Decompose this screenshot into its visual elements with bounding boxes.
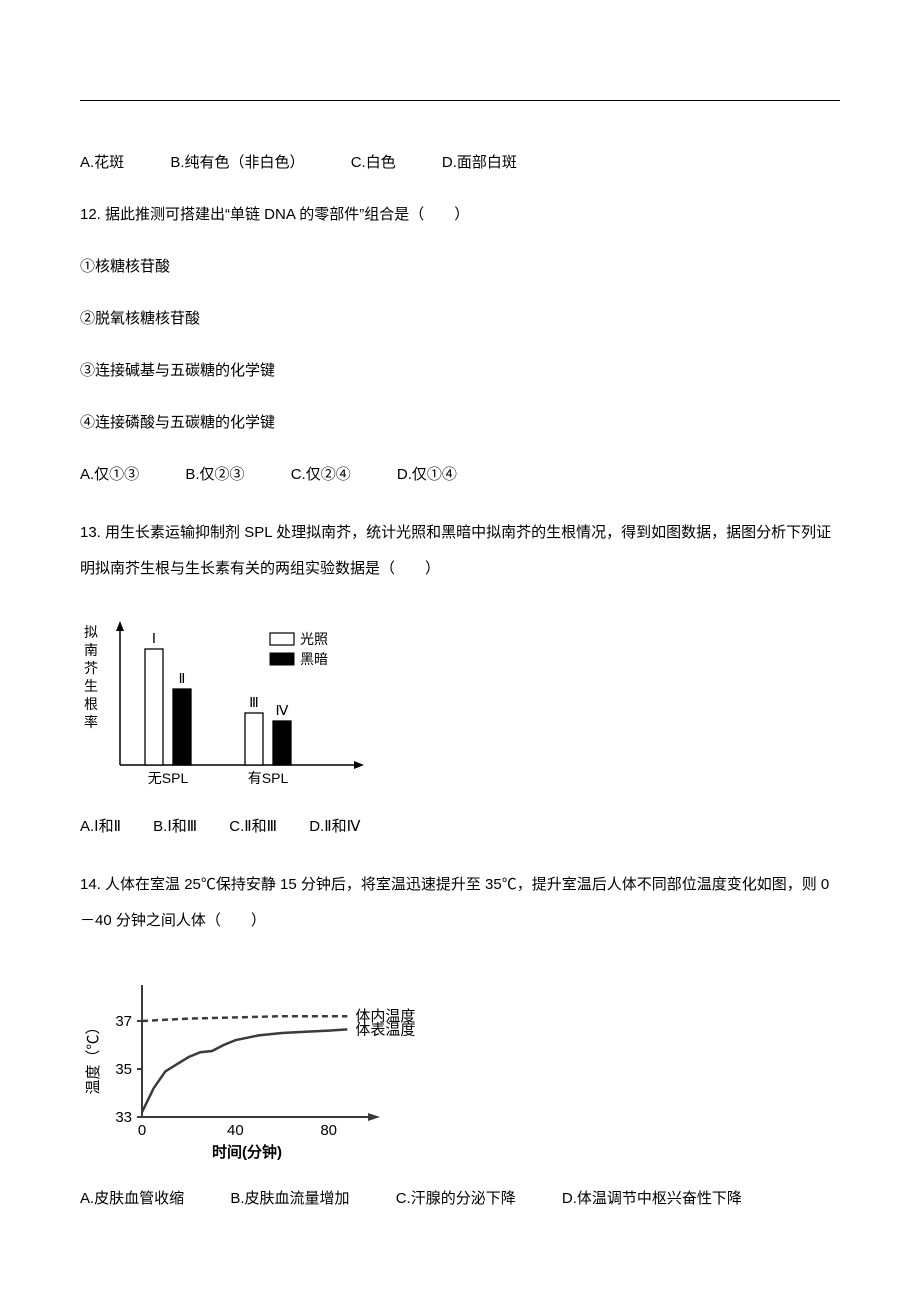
q13-opt-a: A.Ⅰ和Ⅱ (80, 815, 121, 839)
svg-text:Ⅲ: Ⅲ (249, 694, 259, 710)
svg-text:35: 35 (115, 1061, 132, 1078)
svg-text:40: 40 (227, 1122, 244, 1139)
q14-opt-d: D.体温调节中枢兴奋性下降 (562, 1187, 742, 1211)
q12-opt-c: C.仅②④ (291, 463, 351, 487)
q11-options: A.花斑 B.纯有色（非白色） C.白色 D.面部白斑 (80, 151, 840, 175)
q12-item3: ③连接碱基与五碳糖的化学键 (80, 359, 840, 383)
svg-text:有SPL: 有SPL (248, 770, 289, 786)
q12-opt-d: D.仅①④ (397, 463, 457, 487)
svg-text:无SPL: 无SPL (148, 770, 189, 786)
q14-opt-b: B.皮肤血流量增加 (230, 1187, 349, 1211)
svg-text:温度（℃）: 温度（℃） (85, 1019, 102, 1094)
q11-opt-c: C.白色 (351, 151, 396, 175)
q13-options: A.Ⅰ和Ⅱ B.Ⅰ和Ⅲ C.Ⅱ和Ⅲ D.Ⅱ和Ⅳ (80, 815, 840, 839)
q13-chart: 拟南芥生根率 Ⅰ Ⅱ Ⅲ Ⅳ 无SPL 有SPL 光照黑暗 (80, 615, 840, 795)
q13-stem: 13. 用生长素运输抑制剂 SPL 处理拟南芥，统计光照和黑暗中拟南芥的生根情况… (80, 515, 840, 587)
q11-opt-b: B.纯有色（非白色） (170, 151, 304, 175)
q12-stem: 12. 据此推测可搭建出“单链 DNA 的零部件”组合是（ ） (80, 203, 840, 227)
q14-opt-a: A.皮肤血管收缩 (80, 1187, 184, 1211)
q12-opt-a: A.仅①③ (80, 463, 139, 487)
svg-text:率: 率 (84, 714, 98, 730)
q12-opt-b: B.仅②③ (185, 463, 244, 487)
q11-opt-a: A.花斑 (80, 151, 124, 175)
svg-text:时间(分钟): 时间(分钟) (212, 1143, 282, 1161)
svg-text:体表温度: 体表温度 (355, 1021, 415, 1038)
svg-text:芥: 芥 (84, 660, 98, 676)
svg-text:33: 33 (115, 1109, 132, 1126)
svg-text:0: 0 (138, 1122, 146, 1139)
q12-item4: ④连接磷酸与五碳糖的化学键 (80, 411, 840, 435)
svg-text:拟: 拟 (84, 624, 98, 640)
svg-text:光照: 光照 (300, 631, 328, 647)
svg-text:Ⅳ: Ⅳ (276, 702, 289, 718)
q14-options: A.皮肤血管收缩 B.皮肤血流量增加 C.汗腺的分泌下降 D.体温调节中枢兴奋性… (80, 1187, 840, 1211)
svg-text:生: 生 (84, 678, 98, 694)
q12-item1: ①核糖核苷酸 (80, 255, 840, 279)
q13-opt-d: D.Ⅱ和Ⅳ (309, 815, 360, 839)
svg-text:Ⅰ: Ⅰ (152, 630, 156, 646)
q12-options: A.仅①③ B.仅②③ C.仅②④ D.仅①④ (80, 463, 840, 487)
q13-opt-c: C.Ⅱ和Ⅲ (229, 815, 277, 839)
svg-text:Ⅱ: Ⅱ (179, 670, 186, 686)
q13-opt-b: B.Ⅰ和Ⅲ (153, 815, 197, 839)
q14-stem: 14. 人体在室温 25℃保持安静 15 分钟后，将室温迅速提升至 35℃，提升… (80, 867, 840, 939)
svg-text:80: 80 (320, 1122, 337, 1139)
q14-opt-c: C.汗腺的分泌下降 (396, 1187, 516, 1211)
page-top-rule (80, 100, 840, 101)
svg-text:37: 37 (115, 1013, 132, 1030)
q14-chart: 33353704080温度（℃）时间(分钟)体内温度体表温度 (80, 967, 840, 1167)
q11-opt-d: D.面部白斑 (442, 151, 517, 175)
svg-text:南: 南 (84, 642, 98, 658)
q12-item2: ②脱氧核糖核苷酸 (80, 307, 840, 331)
svg-text:黑暗: 黑暗 (300, 651, 328, 667)
svg-text:根: 根 (84, 696, 98, 712)
